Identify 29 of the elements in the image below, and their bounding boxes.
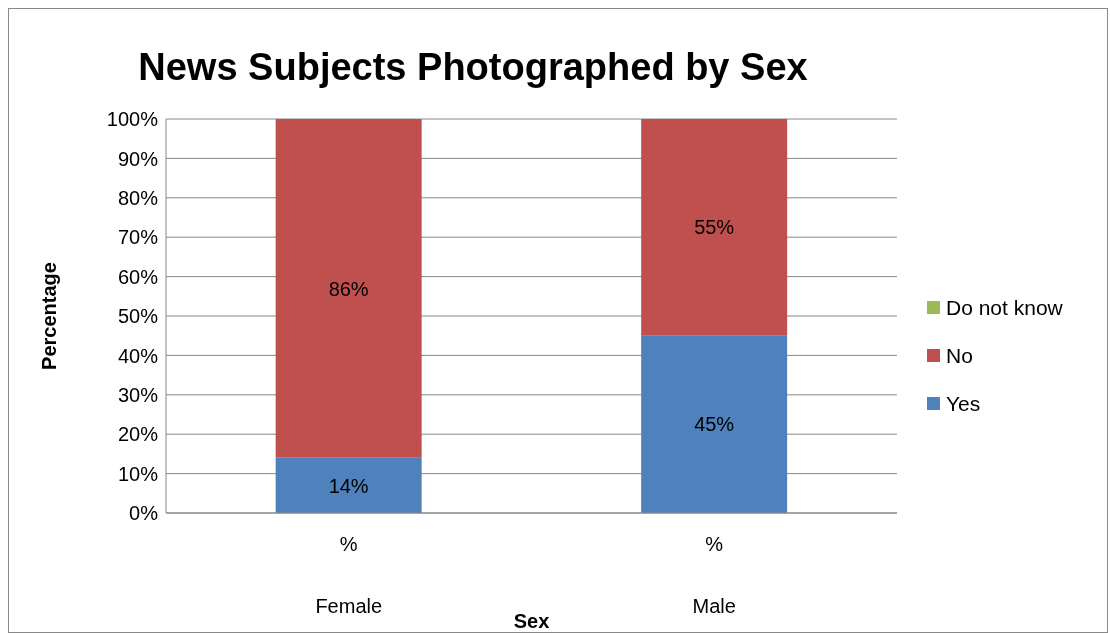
bar xyxy=(275,119,422,458)
bar xyxy=(641,335,788,513)
x-tick-label: % xyxy=(705,533,724,555)
data-label: 45% xyxy=(694,413,735,436)
data-label: 14% xyxy=(328,474,369,497)
data-label: 86% xyxy=(328,277,369,300)
y-tick-label: 30% xyxy=(117,383,159,406)
bar xyxy=(275,457,422,513)
y-tick-label: 100% xyxy=(106,108,159,131)
y-tick-label: 20% xyxy=(117,423,159,446)
y-tick-label: 70% xyxy=(117,226,159,249)
y-tick-label: 10% xyxy=(117,462,159,485)
y-tick-label: 60% xyxy=(117,265,159,288)
legend-label: Do not know xyxy=(946,295,1063,320)
y-tick-label: 50% xyxy=(117,305,159,328)
y-tick-label: 80% xyxy=(117,186,159,209)
bar xyxy=(641,119,788,336)
data-label: 55% xyxy=(694,216,735,239)
y-tick-label: 90% xyxy=(117,147,159,170)
text: Male xyxy=(692,595,736,617)
text: Female xyxy=(315,595,383,617)
chart-title: News Subjects Photographed by Sex xyxy=(137,45,809,88)
y-tick-label: 40% xyxy=(117,344,159,367)
y-axis-title: Percentage xyxy=(38,262,61,370)
x-axis-title: Sex xyxy=(513,610,550,632)
legend-label: No xyxy=(946,343,973,368)
y-tick-label: 0% xyxy=(129,502,159,525)
legend-label: Yes xyxy=(946,391,981,416)
x-tick-label: % xyxy=(339,533,358,555)
